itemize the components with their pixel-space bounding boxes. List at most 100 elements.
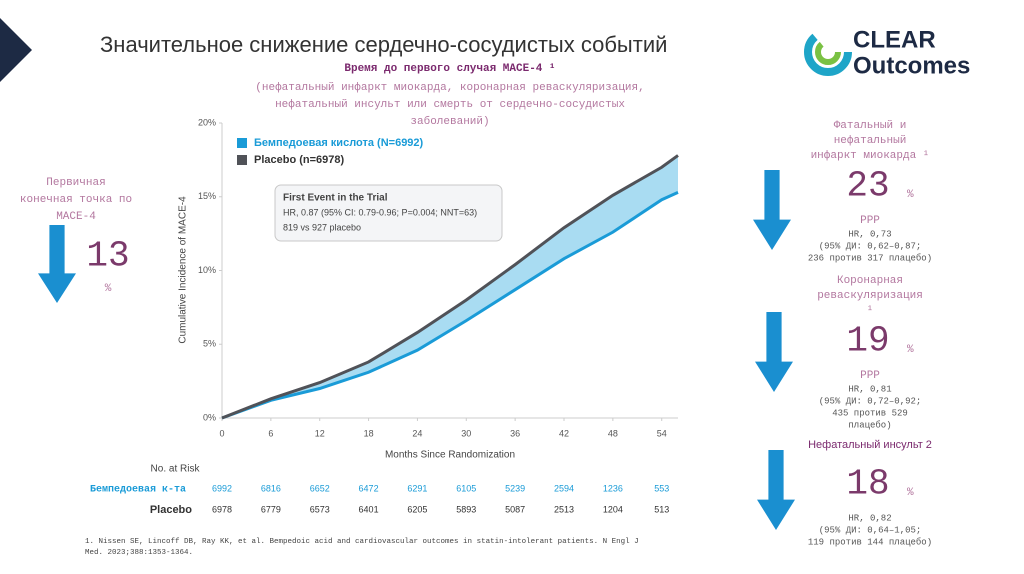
primary-label: MACE-4 [56,211,96,223]
panel-line: HR, 0,81 [848,384,891,394]
risk-value: 6992 [212,483,232,493]
annotation-text: HR, 0.87 (95% CI: 0.79-0.96; P=0.004; NN… [283,207,477,217]
risk-value: 1236 [603,483,623,493]
annotation-box [274,184,503,242]
panel-title: Коронарная [837,275,903,287]
footnote: Med. 2023;388:1353-1364. [85,549,193,557]
y-tick-label: 15% [198,191,216,201]
x-tick-label: 36 [510,428,520,438]
panel-line: 236 против 317 плацебо) [808,253,932,263]
legend-swatch [237,138,247,148]
annotation-text: 819 vs 927 placebo [283,222,361,232]
footnote: 1. Nissen SE, Lincoff DB, Ray KK, et al.… [85,538,639,546]
panel-line: плацебо) [848,420,891,430]
risk-value: 6573 [310,504,330,514]
risk-title: No. at Risk [151,464,201,475]
chart-subtitle: заболеваний) [410,115,489,128]
risk-value: 2513 [554,504,574,514]
risk-value: 6978 [212,504,232,514]
panel-line: HR, 0,73 [848,229,891,239]
panel-title: Фатальный и [834,120,907,132]
panel-line: 435 против 529 [832,408,908,418]
panel-unit: % [907,189,914,201]
y-tick-label: 10% [198,265,216,275]
panel-title: ¹ [867,305,874,317]
risk-value: 513 [654,504,669,514]
x-tick-label: 0 [219,428,224,438]
risk-value: 1204 [603,504,623,514]
risk-value: 6816 [261,483,281,493]
risk-value: 553 [654,483,669,493]
x-tick-label: 6 [268,428,273,438]
panel-unit: % [907,344,914,356]
risk-value: 6779 [261,504,281,514]
plot: 0% 5% 10% 15% 20% 0 6 12 18 24 30 36 42 48 54 Months Si… [90,117,679,516]
logo-text: Outcomes [853,52,970,79]
chart-subtitle: (нефатальный инфаркт миокарда, коронарна… [255,81,644,94]
y-tick-label: 20% [198,117,216,127]
down-arrow [755,312,793,392]
logo-text: CLEAR [853,26,936,53]
x-axis-label: Months Since Randomization [385,450,515,461]
primary-number: 13 [86,236,129,277]
logo-ring [804,28,852,76]
panel-line: (95% ДИ: 0,62–0,87; [819,241,922,251]
down-arrow [38,225,76,303]
y-axis-label: Cumulative Incidence of MACE-4 [178,196,189,344]
series-line [221,154,679,420]
risk-value: 5239 [505,483,525,493]
risk-value: 5893 [456,504,476,514]
panels: Фатальный и нефатальный инфаркт миокарда ¹… [808,120,932,547]
risk-value: 6105 [456,483,476,493]
risk-value: 6472 [359,483,379,493]
x-tick-label: 42 [559,428,569,438]
series-line [221,190,679,420]
x-tick-label: 18 [364,428,374,438]
risk-value: 6205 [407,504,427,514]
chart-title: Время до первого случая MACE-4 ¹ [344,63,555,75]
risk-row-label: Бемпедоевая к-та [90,485,186,496]
legend-label: Бемпедоевая кислота (N=6992) [254,137,424,149]
panel-line: (95% ДИ: 0,72–0,92; [819,396,922,406]
slide-title: Значительное снижение сердечно-сосудисты… [100,32,667,57]
panel-line: 119 против 144 плацебо) [808,537,932,547]
panel-line: HR, 0,82 [848,513,891,523]
y-tick-label: 5% [203,339,216,349]
x-tick-label: 54 [657,428,667,438]
panel-number: 19 [846,321,889,362]
risk-value: 2594 [554,483,574,493]
primary-unit: % [105,283,112,295]
panel-title: нефатальный [834,134,907,147]
panel-number: 23 [846,166,889,207]
x-tick-label: 30 [461,428,471,438]
panel-line: РРР [860,215,880,227]
legend-swatch [237,155,247,165]
y-tick-label: 0% [203,412,216,422]
legend-label: Placebo (n=6978) [254,154,345,166]
panel-title: инфаркт миокарда ¹ [811,149,930,162]
panel-line: (95% ДИ: 0,64–1,05; [819,525,922,535]
panel-unit: % [907,487,914,499]
x-tick-label: 12 [315,428,325,438]
annotation-text: First Event in the Trial [283,193,388,204]
primary-label: Первичная [46,177,105,189]
x-tick-label: 48 [608,428,618,438]
risk-value: 6291 [407,483,427,493]
risk-value: 6652 [310,483,330,493]
panel-number: 18 [846,464,889,505]
panel-title: Нефатальный инсульт 2 [808,439,932,451]
chart-subtitle: нефатальный инсульт или смерть от сердеч… [275,98,625,111]
risk-value: 5087 [505,504,525,514]
down-arrow [753,170,791,250]
down-arrow [757,450,795,530]
logo: CLEAR Outcomes [804,26,970,79]
panel-line: РРР [860,370,880,382]
x-tick-label: 24 [412,428,422,438]
risk-row-label: Placebo [150,504,192,516]
logo-ring-inner [815,39,841,65]
risk-value: 6401 [359,504,379,514]
corner-triangle [0,18,32,82]
primary-label: конечная точка по [20,194,132,206]
